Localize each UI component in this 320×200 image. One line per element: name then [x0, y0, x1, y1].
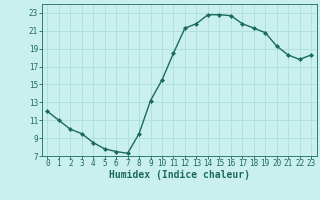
X-axis label: Humidex (Indice chaleur): Humidex (Indice chaleur) [109, 170, 250, 180]
